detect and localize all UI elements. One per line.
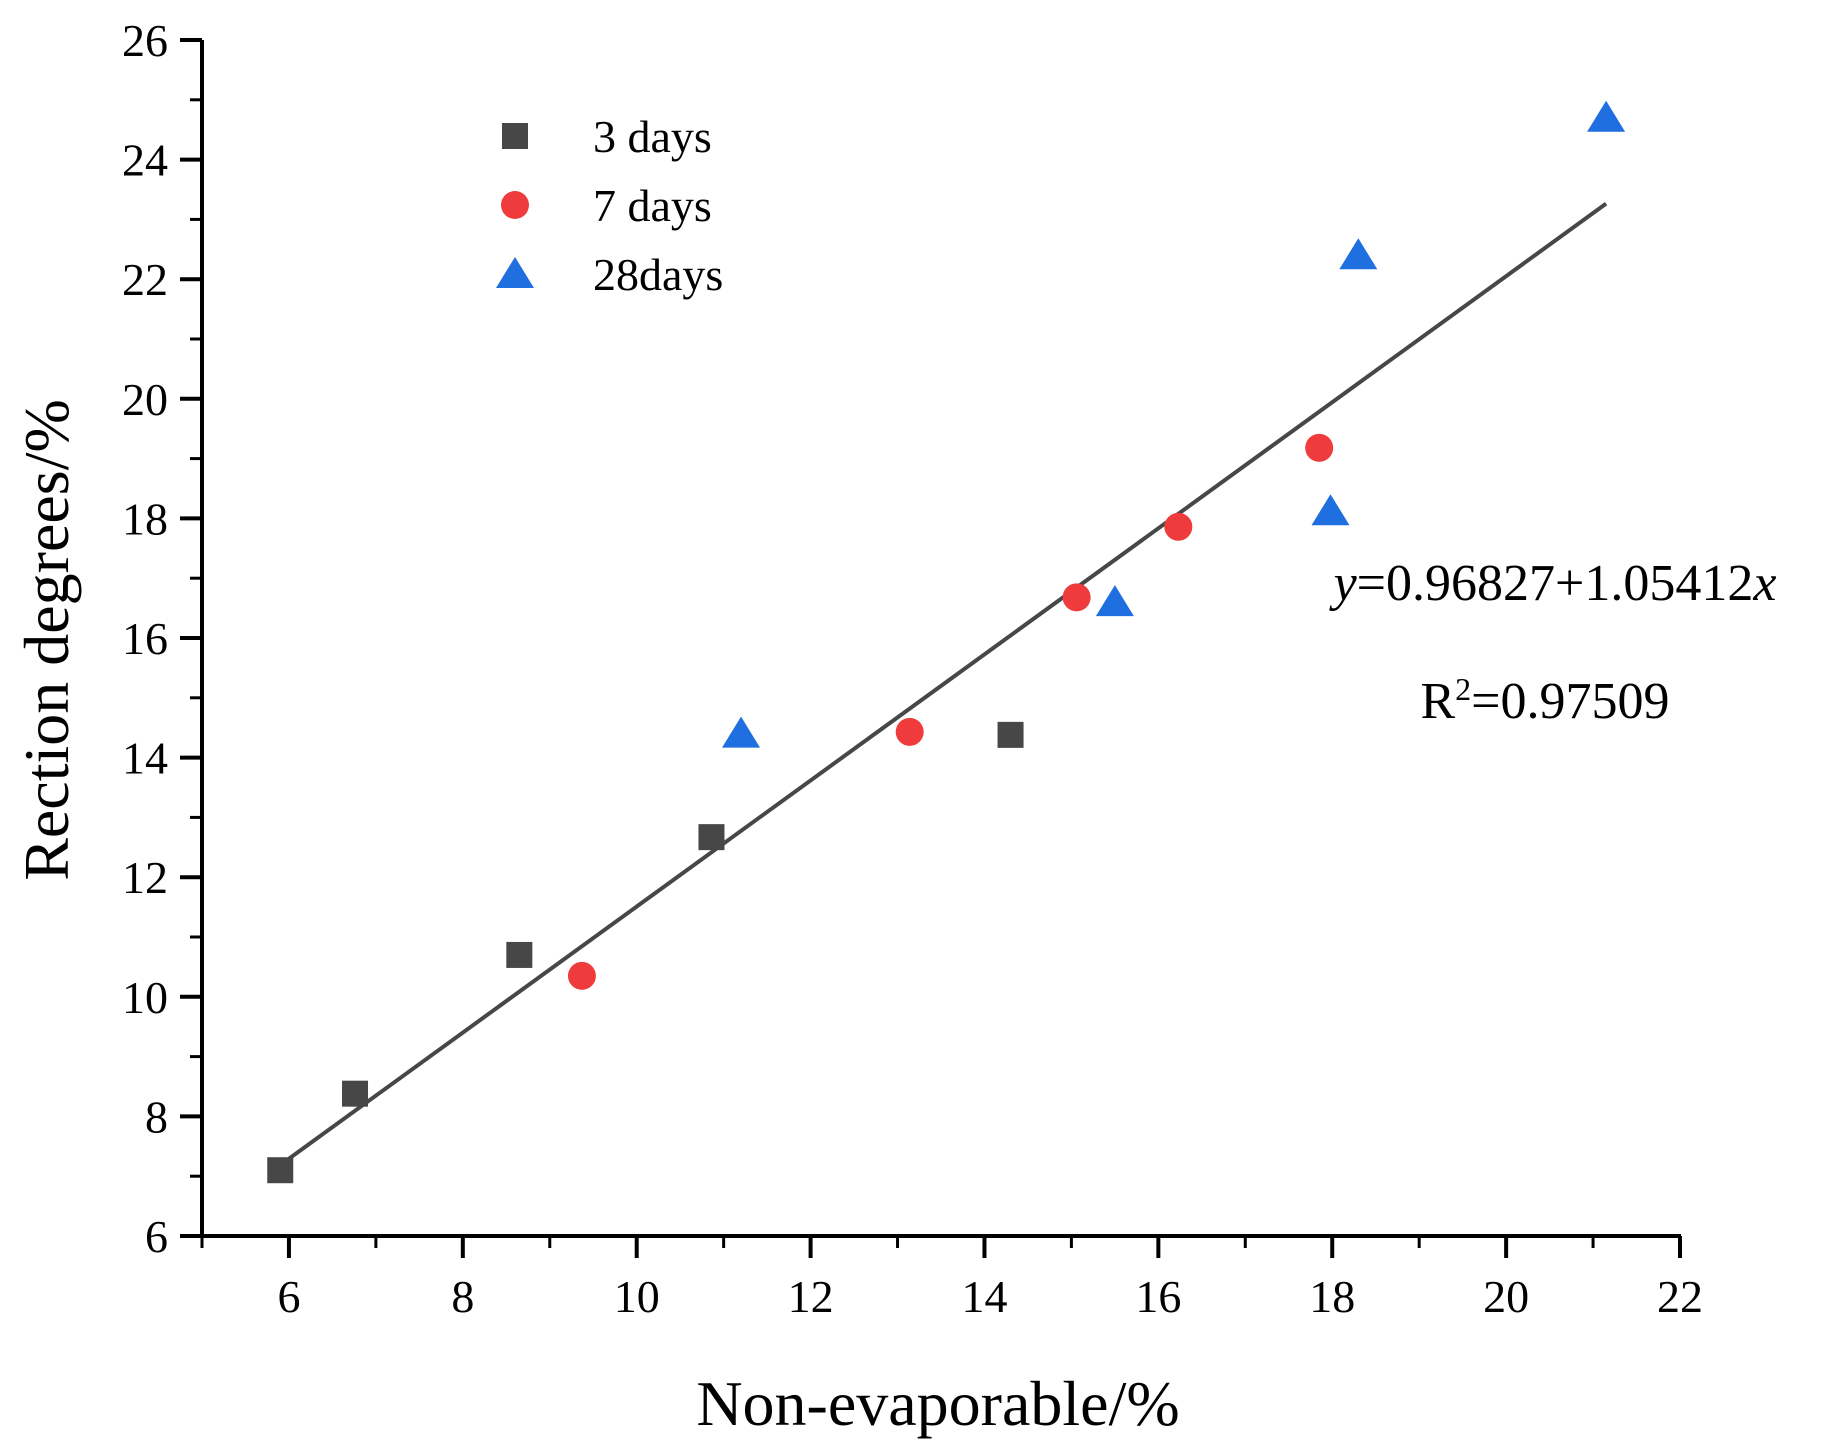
x-tick-label: 12 [788,1271,834,1322]
x-axis: 6 8 10 12 14 16 18 20 22 [200,1234,1703,1322]
y-tick-label: 12 [122,852,168,903]
y-tick-label: 10 [122,972,168,1023]
y-tick-label: 6 [145,1211,168,1262]
data-point-28days [1587,100,1626,132]
x-tick-label: 8 [451,1271,474,1322]
r-squared-value: =0.97509 [1471,673,1669,730]
data-point-28days [1095,585,1134,617]
fit-line [279,202,1608,1167]
data-point-7-days [1305,433,1334,462]
y-tick-label: 20 [122,374,168,425]
data-point-7-days [1164,512,1193,541]
data-point-7-days [1062,583,1091,612]
data-point-7-days [895,717,924,746]
data-points-layer [267,100,1626,1184]
x-tick-label: 14 [961,1271,1007,1322]
legend-label-3-days: 3 days [593,111,712,162]
legend-label-28days: 28days [593,249,723,300]
y-axis: 6 8 10 12 14 16 18 20 22 24 26 [122,15,204,1262]
data-point-3-days [506,941,533,968]
y-axis-title: Rection degrees/% [11,399,82,881]
x-tick-label: 6 [277,1271,300,1322]
legend-marker-28days [496,257,534,288]
x-axis-title: Non-evaporable/% [696,1368,1179,1439]
data-point-28days [1339,238,1378,270]
x-tick-label: 16 [1135,1271,1181,1322]
fit-equation-x-var: x [1752,555,1776,612]
r-squared-sup: 2 [1455,671,1471,707]
x-tick-label: 20 [1483,1271,1529,1322]
x-tick-label: 18 [1309,1271,1355,1322]
legend-marker-3-days [502,123,528,149]
fit-equation-y-var: y [1329,555,1358,612]
data-point-3-days [698,824,725,851]
data-point-3-days [997,721,1024,748]
y-tick-label: 22 [122,254,168,305]
legend: 3 days 7 days 28days [496,111,723,300]
y-tick-label: 8 [145,1091,168,1142]
data-point-7-days [567,961,596,990]
legend-marker-7-days [501,191,529,219]
data-point-28days [1311,494,1350,526]
y-tick-label: 26 [122,15,168,66]
y-tick-label: 14 [122,733,168,784]
r-squared-prefix: R [1420,673,1455,730]
legend-label-7-days: 7 days [593,180,712,231]
data-point-3-days [267,1157,294,1184]
fit-equation-body: =0.96827+1.05412 [1357,555,1754,612]
data-point-3-days [342,1080,369,1107]
fit-line-layer [279,202,1608,1167]
y-tick-label: 18 [122,493,168,544]
x-tick-label: 10 [614,1271,660,1322]
x-tick-label: 22 [1657,1271,1703,1322]
r-squared: R2=0.97509 [1420,671,1669,730]
y-tick-label: 16 [122,613,168,664]
fit-equation: y=0.96827+1.05412x [1329,555,1777,612]
y-tick-label: 24 [122,135,168,186]
data-point-28days [722,716,761,748]
